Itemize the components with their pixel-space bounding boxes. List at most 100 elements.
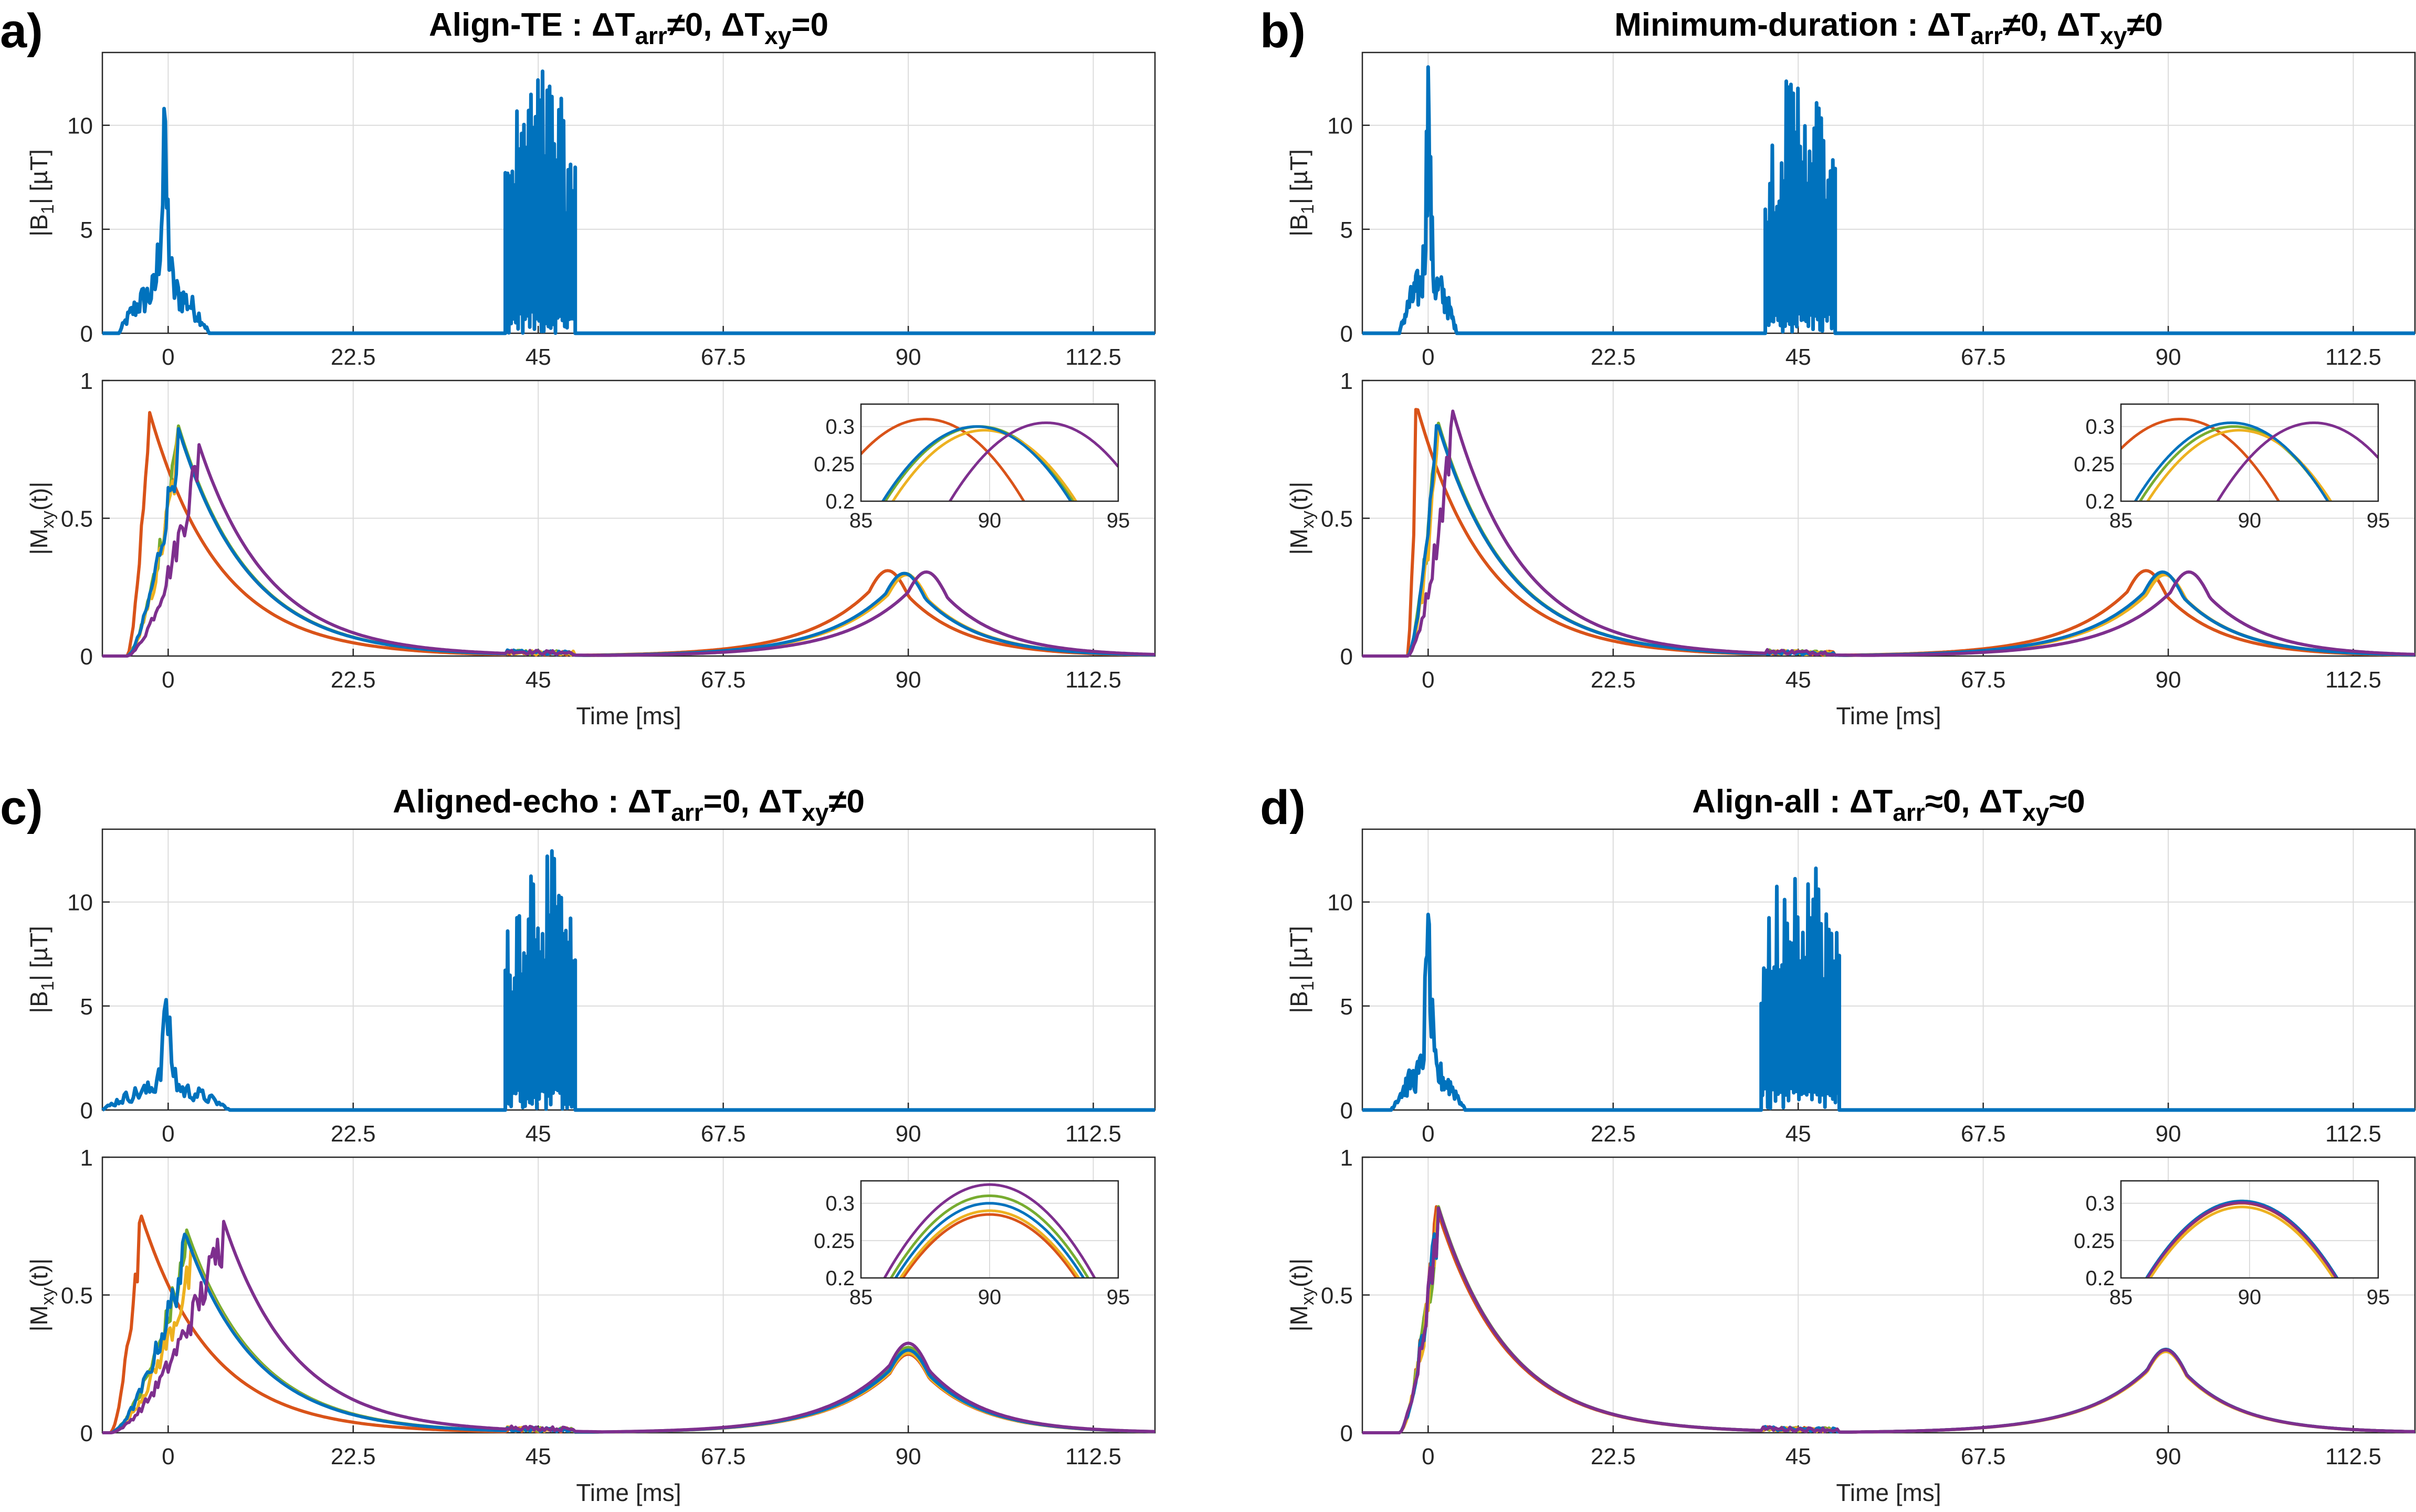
y-tick-label: 0 xyxy=(80,1098,93,1124)
y-tick-label: 0 xyxy=(80,644,93,670)
x-tick-label: 67.5 xyxy=(1961,344,2006,370)
y-axis-label: |B1| [µT] xyxy=(25,926,58,1013)
x-tick-label: 22.5 xyxy=(1591,1121,1636,1147)
y-tick-label: 10 xyxy=(1327,890,1353,916)
inset-series-line xyxy=(2146,1201,2338,1278)
x-tick-label: 67.5 xyxy=(701,1444,746,1469)
inset-series-line xyxy=(2121,418,2281,501)
x-tick-label: 0 xyxy=(162,344,174,370)
y-tick-label: 1 xyxy=(80,368,93,394)
x-tick-label: 0 xyxy=(1422,1121,1434,1147)
x-axis-label: Time [ms] xyxy=(576,1479,681,1506)
inset-series-line xyxy=(881,425,1073,501)
inset-frame xyxy=(860,1180,1119,1279)
inset-series-line xyxy=(861,418,1026,501)
x-axis-label: Time [ms] xyxy=(1836,702,1941,729)
inset-y-tick-label: 0.3 xyxy=(2085,416,2115,439)
x-tick-label: 67.5 xyxy=(701,1121,746,1147)
y-tick-label: 1 xyxy=(80,1145,93,1171)
rf-pulse-line xyxy=(102,69,1155,335)
y-tick-label: 10 xyxy=(1327,113,1353,139)
inset-y-tick-label: 0.2 xyxy=(2085,490,2115,513)
inset-y-tick-label: 0.2 xyxy=(825,490,855,513)
panel-title: Align-all : ΔTarr≈0, ΔTxy≈0 xyxy=(1692,784,2085,826)
inset-series-line xyxy=(2148,1206,2335,1278)
x-tick-label: 45 xyxy=(1785,667,1811,693)
x-tick-label: 90 xyxy=(896,667,921,693)
panel-d: d) Align-all : ΔTarr≈0, ΔTxy≈0 0 22.5 45 67.5… xyxy=(1260,781,2416,1506)
panel-c: c) Aligned-echo : ΔTarr=0, ΔTxy≠0 0 22.5 45 6… xyxy=(0,781,1156,1506)
x-axis-label: Time [ms] xyxy=(1836,1479,1941,1506)
x-tick-label: 45 xyxy=(1785,1444,1811,1469)
x-tick-label: 67.5 xyxy=(1961,667,2006,693)
axes-frame xyxy=(1361,828,2416,1111)
inset-x-tick-label: 85 xyxy=(849,509,873,532)
x-tick-label: 45 xyxy=(1785,1121,1811,1147)
mxy-series-line xyxy=(102,1220,1156,1434)
panel-letter: c) xyxy=(0,781,43,834)
y-tick-label: 0.5 xyxy=(61,506,93,532)
inset-series-line xyxy=(899,1209,1080,1278)
y-tick-label: 0 xyxy=(1340,1098,1353,1124)
x-tick-label: 45 xyxy=(526,1444,551,1469)
y-tick-label: 10 xyxy=(67,113,93,139)
x-tick-label: 90 xyxy=(896,1444,921,1469)
inset-series-line xyxy=(894,1202,1085,1278)
x-tick-label: 22.5 xyxy=(1591,667,1636,693)
x-tick-label: 90 xyxy=(896,1121,921,1147)
x-tick-label: 67.5 xyxy=(1961,1444,2006,1469)
inset-y-tick-label: 0.2 xyxy=(2085,1267,2115,1290)
y-axis-label: |Mxy(t)| xyxy=(1285,1259,1318,1332)
inset-x-tick-label: 85 xyxy=(849,1286,873,1309)
panel-letter: a) xyxy=(0,4,43,58)
x-tick-label: 45 xyxy=(526,344,551,370)
axes-frame xyxy=(101,51,1156,334)
x-tick-label: 45 xyxy=(526,667,551,693)
inset-series-line xyxy=(2134,421,2329,501)
inset-series-line xyxy=(889,1194,1090,1278)
x-tick-label: 0 xyxy=(162,667,174,693)
y-axis-label: |B1| [µT] xyxy=(25,149,58,236)
mxy-series-line xyxy=(1362,409,2415,658)
inset-x-tick-label: 90 xyxy=(978,1286,1002,1309)
y-axis-label: |Mxy(t)| xyxy=(25,482,58,555)
inset-zoom: 85 90 95 0.2 0.25 0.3 xyxy=(814,1180,1130,1309)
x-tick-label: 0 xyxy=(1422,344,1434,370)
x-tick-label: 22.5 xyxy=(331,1121,376,1147)
x-tick-label: 22.5 xyxy=(1591,344,1636,370)
inset-frame xyxy=(2120,403,2379,502)
x-tick-label: 90 xyxy=(2156,1444,2181,1469)
x-tick-label: 0 xyxy=(1422,667,1434,693)
x-tick-label: 0 xyxy=(1422,1444,1434,1469)
inset-x-tick-label: 95 xyxy=(1107,509,1130,532)
inset-series-line xyxy=(883,1183,1096,1278)
y-tick-label: 10 xyxy=(67,890,93,916)
x-tick-label: 112.5 xyxy=(2325,1444,2381,1469)
inset-series-line xyxy=(2216,421,2378,501)
x-tick-label: 112.5 xyxy=(1065,344,1121,370)
y-tick-label: 5 xyxy=(1340,994,1353,1020)
panel-title: Minimum-duration : ΔTarr≠0, ΔTxy≠0 xyxy=(1614,7,2163,49)
x-tick-label: 90 xyxy=(896,344,921,370)
inset-zoom: 85 90 95 0.2 0.25 0.3 xyxy=(814,403,1130,532)
rf-pulse-line xyxy=(101,849,1155,1112)
inset-y-tick-label: 0.3 xyxy=(825,1192,855,1215)
rf-pulse-line xyxy=(1362,866,2415,1112)
panel-b: b) Minimum-duration : ΔTarr≠0, ΔTxy≠0 0 22.… xyxy=(1260,4,2416,729)
x-tick-label: 112.5 xyxy=(2325,1121,2381,1147)
inset-series-line xyxy=(948,421,1118,501)
axes-frame xyxy=(101,828,1156,1111)
inset-y-tick-label: 0.3 xyxy=(2085,1192,2115,1215)
y-tick-label: 5 xyxy=(80,217,93,243)
inset-y-tick-label: 0.25 xyxy=(2074,1230,2115,1253)
inset-x-tick-label: 90 xyxy=(2238,509,2262,532)
mxy-series-line xyxy=(1362,1206,2415,1434)
inset-zoom: 85 90 95 0.2 0.25 0.3 xyxy=(2074,1180,2390,1309)
y-tick-label: 5 xyxy=(80,994,93,1020)
y-tick-label: 0 xyxy=(80,1421,93,1446)
x-tick-label: 112.5 xyxy=(2325,344,2381,370)
x-tick-label: 67.5 xyxy=(1961,1121,2006,1147)
x-tick-label: 0 xyxy=(162,1121,174,1147)
x-tick-label: 90 xyxy=(2156,344,2181,370)
